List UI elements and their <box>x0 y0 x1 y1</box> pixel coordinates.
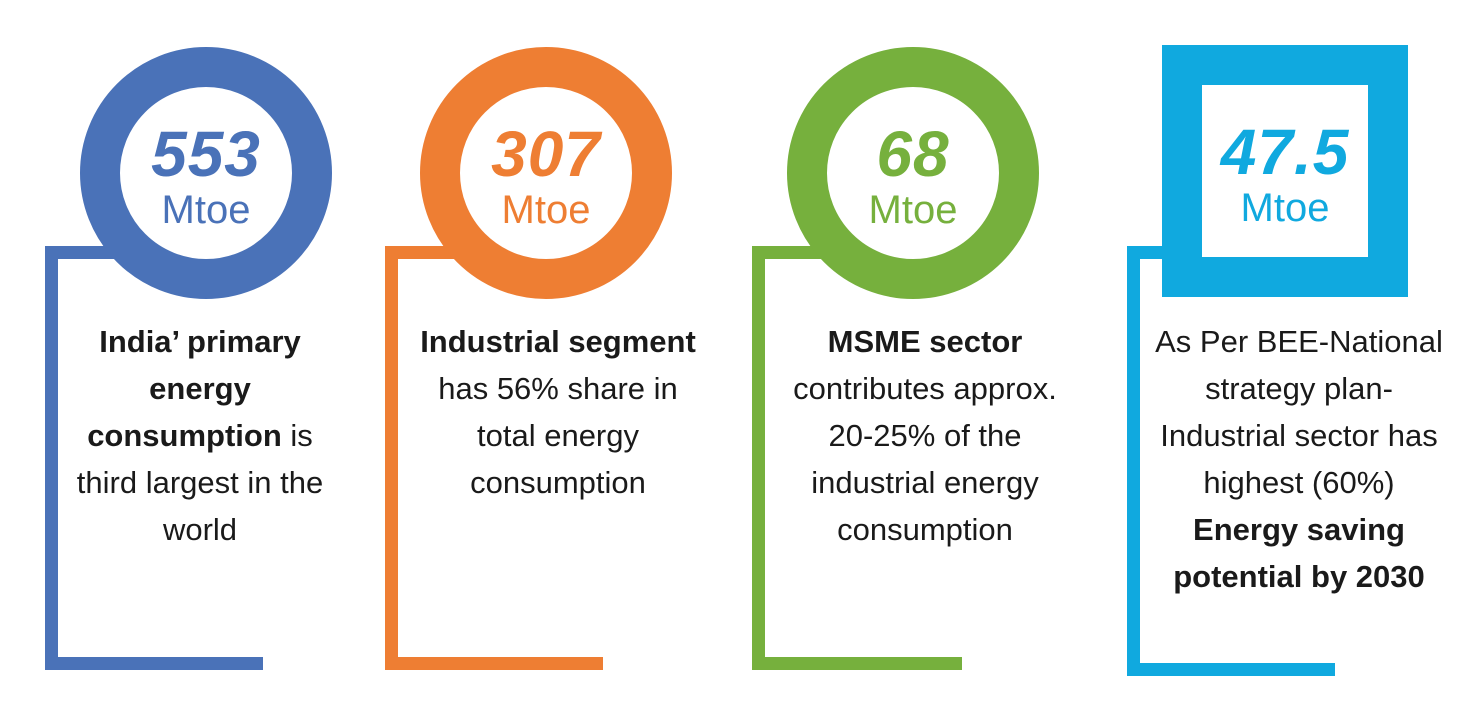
stat-description: India’ primary energy consumption is thi… <box>72 318 328 553</box>
value-ring: 307 Mtoe <box>420 47 672 299</box>
description-bold: India’ primary energy consumption <box>87 324 301 453</box>
stat-unit: Mtoe <box>868 188 958 232</box>
description-text: has 56% share in total energy consumptio… <box>438 371 678 500</box>
stat-value: 553 <box>151 118 261 190</box>
description-text: contributes approx. 20-25% of the indust… <box>793 371 1057 547</box>
description-text: is third largest in the world <box>76 418 324 547</box>
description-bold: Energy saving potential by 2030 <box>1173 512 1425 594</box>
stat-value: 307 <box>491 118 601 190</box>
stat-value: 68 <box>876 118 950 190</box>
value-ring: 553 Mtoe <box>80 47 332 299</box>
stat-description: Industrial segment has 56% share in tota… <box>408 318 708 506</box>
stat-description: MSME sector contributes approx. 20-25% o… <box>772 318 1078 553</box>
value-square: 47.5 Mtoe <box>1162 45 1408 297</box>
stat-description: As Per BEE-National strategy plan- Indus… <box>1150 318 1448 600</box>
value-ring: 68 Mtoe <box>787 47 1039 299</box>
stat-unit: Mtoe <box>1240 186 1330 230</box>
stat-value: 47.5 <box>1220 116 1350 188</box>
description-bold: Industrial segment <box>420 324 696 359</box>
stat-unit: Mtoe <box>161 188 251 232</box>
description-bold: MSME sector <box>827 324 1023 359</box>
description-text: As Per BEE-National strategy plan- Indus… <box>1155 324 1443 500</box>
stat-unit: Mtoe <box>501 188 591 232</box>
